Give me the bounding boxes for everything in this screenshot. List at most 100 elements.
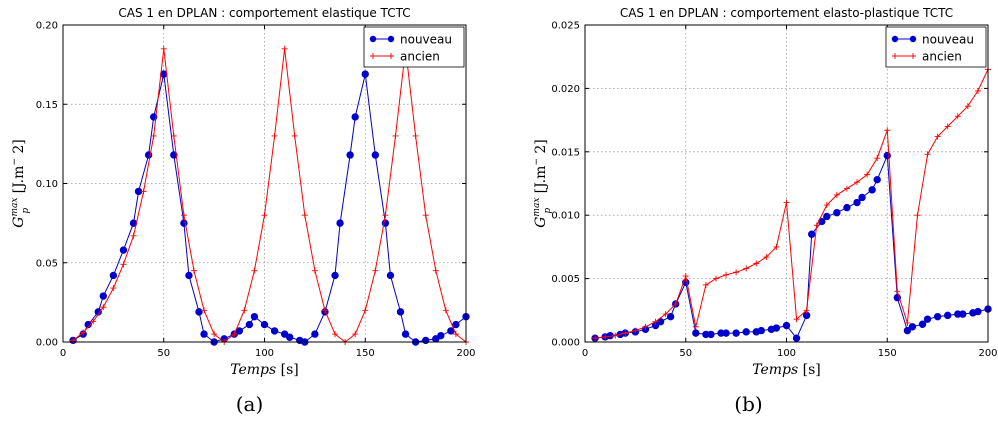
data-point-nouveau-b <box>923 315 932 323</box>
data-point-ancien-b <box>712 275 719 282</box>
y-tick-label-a: 0.10 <box>36 179 58 190</box>
caption-b: (b) <box>734 392 763 416</box>
x-tick-label-b: 150 <box>878 348 897 359</box>
data-point-ancien-a <box>382 212 389 219</box>
data-point-nouveau-b <box>908 323 917 331</box>
y-tick-label-a: 0.15 <box>36 100 58 111</box>
x-tick-label-a: 50 <box>157 348 170 359</box>
data-point-ancien-b <box>672 300 679 307</box>
x-axis-label-a: Temps [s] <box>230 362 299 378</box>
data-point-nouveau-a <box>437 331 445 340</box>
data-point-ancien-a <box>291 132 298 139</box>
data-point-nouveau-a <box>185 271 193 280</box>
data-point-nouveau-a <box>311 330 319 338</box>
data-point-nouveau-b <box>732 329 740 337</box>
data-point-nouveau-b <box>944 311 952 320</box>
x-tick-label-a: 150 <box>356 348 375 359</box>
data-point-nouveau-b <box>918 320 927 328</box>
data-point-ancien-b <box>813 222 820 229</box>
data-point-ancien-a <box>241 307 248 314</box>
data-point-ancien-b <box>874 155 881 162</box>
data-point-nouveau-b <box>807 230 816 238</box>
data-point-nouveau-a <box>245 320 254 329</box>
data-point-ancien-a <box>130 232 137 239</box>
data-point-nouveau-b <box>974 307 982 316</box>
data-point-ancien-b <box>612 332 619 339</box>
data-point-ancien-a <box>190 267 197 274</box>
data-point-ancien-b <box>602 333 609 340</box>
data-point-nouveau-b <box>959 310 967 318</box>
data-point-ancien-b <box>622 330 629 337</box>
data-point-nouveau-a <box>99 292 108 300</box>
data-point-ancien-a <box>231 331 238 338</box>
legend-marker-nouveau-a <box>369 35 377 43</box>
data-point-ancien-a <box>442 307 449 314</box>
series-line-nouveau-b <box>595 155 989 340</box>
data-point-ancien-b <box>773 243 780 250</box>
data-point-ancien-b <box>854 179 861 186</box>
x-tick-label-a: 200 <box>456 348 475 359</box>
data-point-ancien-a <box>170 132 177 139</box>
x-tick-label-a: 0 <box>60 348 66 359</box>
chart-a-svg: CAS 1 en DPLAN : comportement elastique … <box>10 6 476 378</box>
data-point-ancien-a <box>120 261 127 268</box>
caption-a: (a) <box>235 392 264 416</box>
data-point-ancien-b <box>884 127 891 134</box>
data-point-ancien-b <box>642 323 649 330</box>
data-point-nouveau-a <box>346 151 354 159</box>
y-tick-label-b: 0.005 <box>551 274 580 285</box>
chart-panel-a: CAS 1 en DPLAN : comportement elastique … <box>10 6 476 416</box>
data-point-nouveau-a <box>361 70 369 78</box>
data-point-ancien-b <box>934 133 941 140</box>
data-point-nouveau-b <box>853 198 861 207</box>
data-point-ancien-a <box>311 267 318 274</box>
data-point-ancien-a <box>180 212 187 219</box>
data-point-ancien-a <box>140 188 147 195</box>
data-point-nouveau-b <box>666 312 675 321</box>
data-point-nouveau-b <box>873 175 881 184</box>
data-point-ancien-b <box>974 87 981 94</box>
data-point-ancien-b <box>954 113 961 120</box>
data-point-nouveau-a <box>84 320 92 329</box>
data-point-ancien-a <box>432 267 439 274</box>
data-point-ancien-a <box>392 132 399 139</box>
data-point-ancien-b <box>692 323 699 330</box>
data-point-nouveau-a <box>386 271 395 280</box>
x-tick-label-b: 200 <box>978 348 997 359</box>
chart-title-b: CAS 1 en DPLAN : comportement elasto-pla… <box>620 6 953 20</box>
x-tick-label-b: 0 <box>582 348 588 359</box>
x-tick-label-b: 50 <box>679 348 692 359</box>
data-point-ancien-b <box>763 254 770 261</box>
y-axis-label-a: Gmaxp [J.m− 2] <box>10 139 31 227</box>
data-point-nouveau-a <box>396 308 405 316</box>
data-point-nouveau-a <box>200 330 208 338</box>
legend-label-nouveau-a: nouveau <box>400 33 452 47</box>
data-point-nouveau-a <box>109 271 118 280</box>
data-point-ancien-a <box>281 45 288 52</box>
data-point-nouveau-a <box>331 271 339 280</box>
data-point-nouveau-a <box>371 151 380 159</box>
data-point-nouveau-a <box>422 336 430 345</box>
y-tick-label-b: 0.000 <box>551 338 580 349</box>
data-point-nouveau-a <box>250 312 259 321</box>
data-point-ancien-b <box>783 199 790 206</box>
data-point-nouveau-b <box>707 330 715 339</box>
legend-box-b <box>885 26 987 68</box>
data-point-nouveau-a <box>270 327 279 335</box>
data-point-ancien-b <box>944 123 951 130</box>
x-tick-label-b: 100 <box>777 348 796 359</box>
data-point-ancien-a <box>352 331 359 338</box>
data-point-ancien-a <box>100 304 107 311</box>
chart-panel-b: CAS 1 en DPLAN : comportement elasto-pla… <box>499 0 998 421</box>
data-point-nouveau-b <box>868 186 876 194</box>
data-point-ancien-b <box>733 269 740 276</box>
legend-marker-ancien-b <box>892 53 916 59</box>
data-point-ancien-b <box>833 191 840 198</box>
legend-b: nouveau ancien <box>885 26 987 68</box>
y-tick-label-a: 0.00 <box>36 338 58 349</box>
data-point-ancien-a <box>332 331 339 338</box>
data-point-ancien-b <box>924 151 931 158</box>
data-point-nouveau-b <box>933 312 942 321</box>
data-point-nouveau-a <box>260 320 269 329</box>
data-point-nouveau-a <box>285 333 294 341</box>
